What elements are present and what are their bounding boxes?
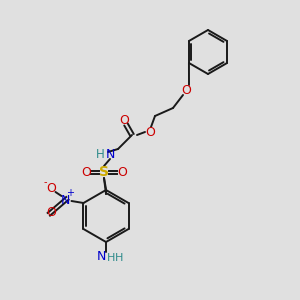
Text: H: H: [107, 253, 115, 263]
Text: N: N: [61, 194, 70, 206]
Text: N: N: [105, 148, 115, 160]
Text: S: S: [99, 165, 109, 179]
Text: O: O: [46, 206, 56, 218]
Text: N: N: [96, 250, 106, 262]
Text: O: O: [119, 115, 129, 128]
Text: H: H: [96, 148, 104, 160]
Text: O: O: [117, 166, 127, 178]
Text: -: -: [44, 177, 47, 187]
Text: +: +: [67, 188, 74, 198]
Text: O: O: [46, 182, 56, 194]
Text: H: H: [115, 253, 123, 263]
Text: O: O: [145, 125, 155, 139]
Text: O: O: [181, 83, 191, 97]
Text: O: O: [81, 166, 91, 178]
